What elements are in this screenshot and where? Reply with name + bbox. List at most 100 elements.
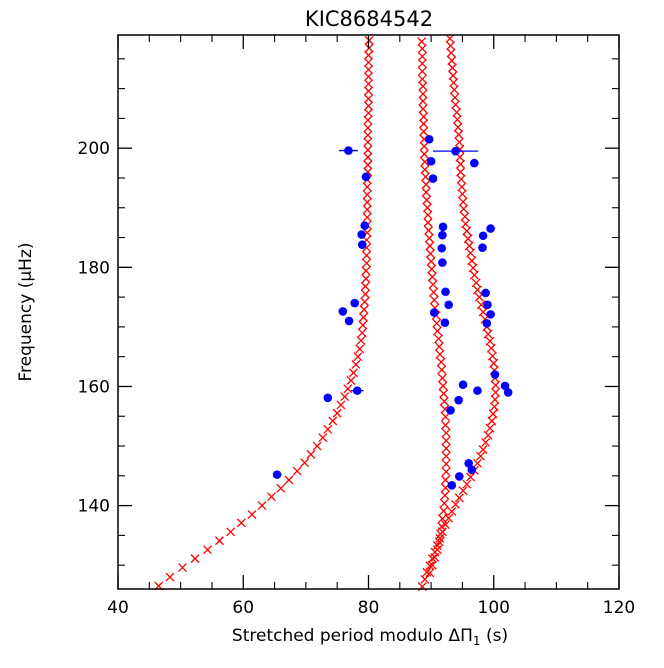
- model-point: [362, 205, 372, 214]
- model-point: [427, 554, 437, 564]
- model-point: [364, 101, 373, 111]
- observed-point: [424, 134, 434, 144]
- model-point: [332, 408, 342, 418]
- model-point: [417, 37, 427, 47]
- model-point: [462, 226, 472, 236]
- model-point: [363, 145, 373, 155]
- model-point: [491, 387, 501, 397]
- model-point: [466, 472, 476, 482]
- observed-point: [467, 465, 477, 475]
- model-point: [463, 234, 473, 244]
- model-point: [424, 233, 434, 243]
- y-tick-label: 200: [78, 139, 110, 159]
- x-tick-label: 120: [603, 598, 635, 618]
- model-point: [456, 174, 466, 184]
- model-point: [458, 486, 468, 496]
- model-point: [438, 381, 448, 391]
- model-point: [356, 336, 366, 346]
- model-point: [343, 384, 353, 394]
- model-point: [417, 44, 427, 54]
- y-tick-label: 160: [78, 377, 110, 397]
- model-point: [363, 137, 373, 147]
- model-point: [488, 409, 498, 419]
- model-point: [450, 93, 460, 103]
- model-point: [449, 78, 459, 88]
- model-point: [419, 112, 429, 122]
- model-point: [363, 123, 373, 133]
- model-point: [429, 295, 439, 305]
- model-point: [364, 94, 373, 104]
- model-point: [165, 572, 175, 582]
- model-point: [456, 159, 466, 169]
- model-point: [434, 334, 444, 344]
- observed-point: [464, 459, 474, 468]
- observed-point: [447, 481, 457, 490]
- model-point: [284, 475, 294, 485]
- model-point: [485, 336, 495, 346]
- observed-point: [428, 174, 438, 183]
- model-point: [364, 50, 373, 60]
- model-point: [418, 89, 428, 99]
- y-tick-labels: 140 160 180 200: [78, 139, 110, 516]
- model-point: [459, 204, 469, 214]
- model-point: [363, 115, 373, 125]
- model-point: [468, 263, 478, 273]
- model-point: [417, 66, 427, 76]
- model-point: [439, 498, 449, 508]
- model-point: [358, 320, 368, 330]
- model-point: [446, 41, 455, 51]
- model-point: [362, 197, 372, 207]
- model-point: [226, 527, 236, 537]
- model-point: [357, 328, 367, 338]
- model-point: [473, 458, 482, 468]
- observed-point: [438, 258, 447, 267]
- model-point: [363, 152, 373, 162]
- model-point: [466, 248, 476, 258]
- model-point: [447, 63, 457, 73]
- observed-point: [438, 222, 448, 232]
- model-series: [154, 34, 501, 592]
- x-axis-label-main: Stretched period modulo ΔΠ: [232, 626, 473, 646]
- model-point: [257, 501, 267, 511]
- model-point: [432, 545, 442, 555]
- model-point: [355, 344, 365, 354]
- x-tick-label: 40: [107, 598, 129, 618]
- model-point: [361, 266, 371, 276]
- observed-point: [344, 146, 353, 155]
- model-point: [362, 258, 372, 268]
- model-point: [427, 272, 437, 282]
- observed-point: [352, 386, 362, 395]
- model-point: [437, 373, 447, 383]
- observed-point: [360, 221, 370, 230]
- plot-frame: [117, 34, 620, 590]
- model-point: [428, 280, 438, 290]
- model-point: [437, 521, 447, 531]
- model-point: [364, 108, 373, 118]
- model-point: [483, 430, 493, 440]
- model-point: [422, 195, 432, 205]
- model-point: [460, 212, 470, 222]
- model-point: [203, 545, 213, 555]
- model-point: [423, 210, 433, 220]
- model-point: [441, 412, 450, 422]
- observed-point: [361, 172, 371, 182]
- model-point: [439, 506, 449, 516]
- model-point: [454, 137, 464, 147]
- model-point: [432, 318, 442, 328]
- observed-point: [470, 158, 479, 168]
- model-point: [454, 130, 464, 139]
- model-point: [437, 514, 447, 524]
- chart-title: KIC8684542: [305, 7, 433, 31]
- model-point: [489, 402, 499, 412]
- model-point: [456, 167, 466, 177]
- model-point: [336, 400, 346, 410]
- x-axis-label-unit: (s): [481, 626, 509, 646]
- model-point: [457, 182, 467, 192]
- model-point: [349, 368, 358, 378]
- y-tick-label: 140: [78, 497, 110, 517]
- model-point: [427, 560, 437, 570]
- model-point: [446, 48, 456, 58]
- model-point: [478, 307, 488, 317]
- model-point: [441, 451, 451, 461]
- model-point: [486, 343, 496, 353]
